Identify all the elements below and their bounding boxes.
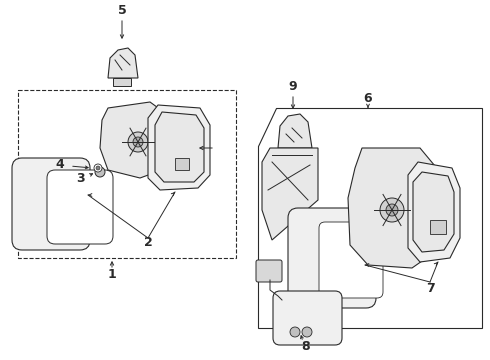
Polygon shape [348, 148, 442, 268]
Text: 6: 6 [364, 91, 372, 104]
Bar [18, 90, 236, 258]
FancyBboxPatch shape [288, 208, 376, 308]
Circle shape [133, 137, 143, 147]
Text: 2: 2 [144, 235, 152, 248]
Circle shape [95, 167, 105, 177]
Circle shape [380, 198, 404, 222]
Text: 5: 5 [118, 4, 126, 17]
Polygon shape [108, 48, 138, 78]
Bar [430, 220, 446, 234]
Polygon shape [278, 114, 312, 148]
Circle shape [290, 327, 300, 337]
Circle shape [96, 166, 100, 170]
FancyBboxPatch shape [273, 291, 342, 345]
Text: 9: 9 [289, 80, 297, 93]
Bar [284, 148, 304, 157]
Polygon shape [148, 105, 210, 190]
FancyBboxPatch shape [12, 158, 90, 250]
Polygon shape [408, 162, 460, 262]
Text: 1: 1 [108, 269, 117, 282]
Polygon shape [413, 172, 454, 252]
Polygon shape [258, 108, 482, 328]
FancyBboxPatch shape [47, 170, 113, 244]
Polygon shape [100, 102, 175, 178]
FancyBboxPatch shape [319, 222, 383, 298]
Circle shape [386, 204, 398, 216]
Circle shape [302, 327, 312, 337]
Text: 4: 4 [56, 158, 64, 171]
FancyBboxPatch shape [256, 260, 282, 282]
Polygon shape [262, 148, 318, 240]
Circle shape [94, 164, 102, 172]
Text: 7: 7 [426, 282, 434, 294]
Text: 8: 8 [302, 339, 310, 352]
Bar [113, 78, 131, 86]
Circle shape [128, 132, 148, 152]
Polygon shape [155, 112, 204, 182]
Bar [175, 158, 189, 170]
Text: 3: 3 [75, 171, 84, 184]
